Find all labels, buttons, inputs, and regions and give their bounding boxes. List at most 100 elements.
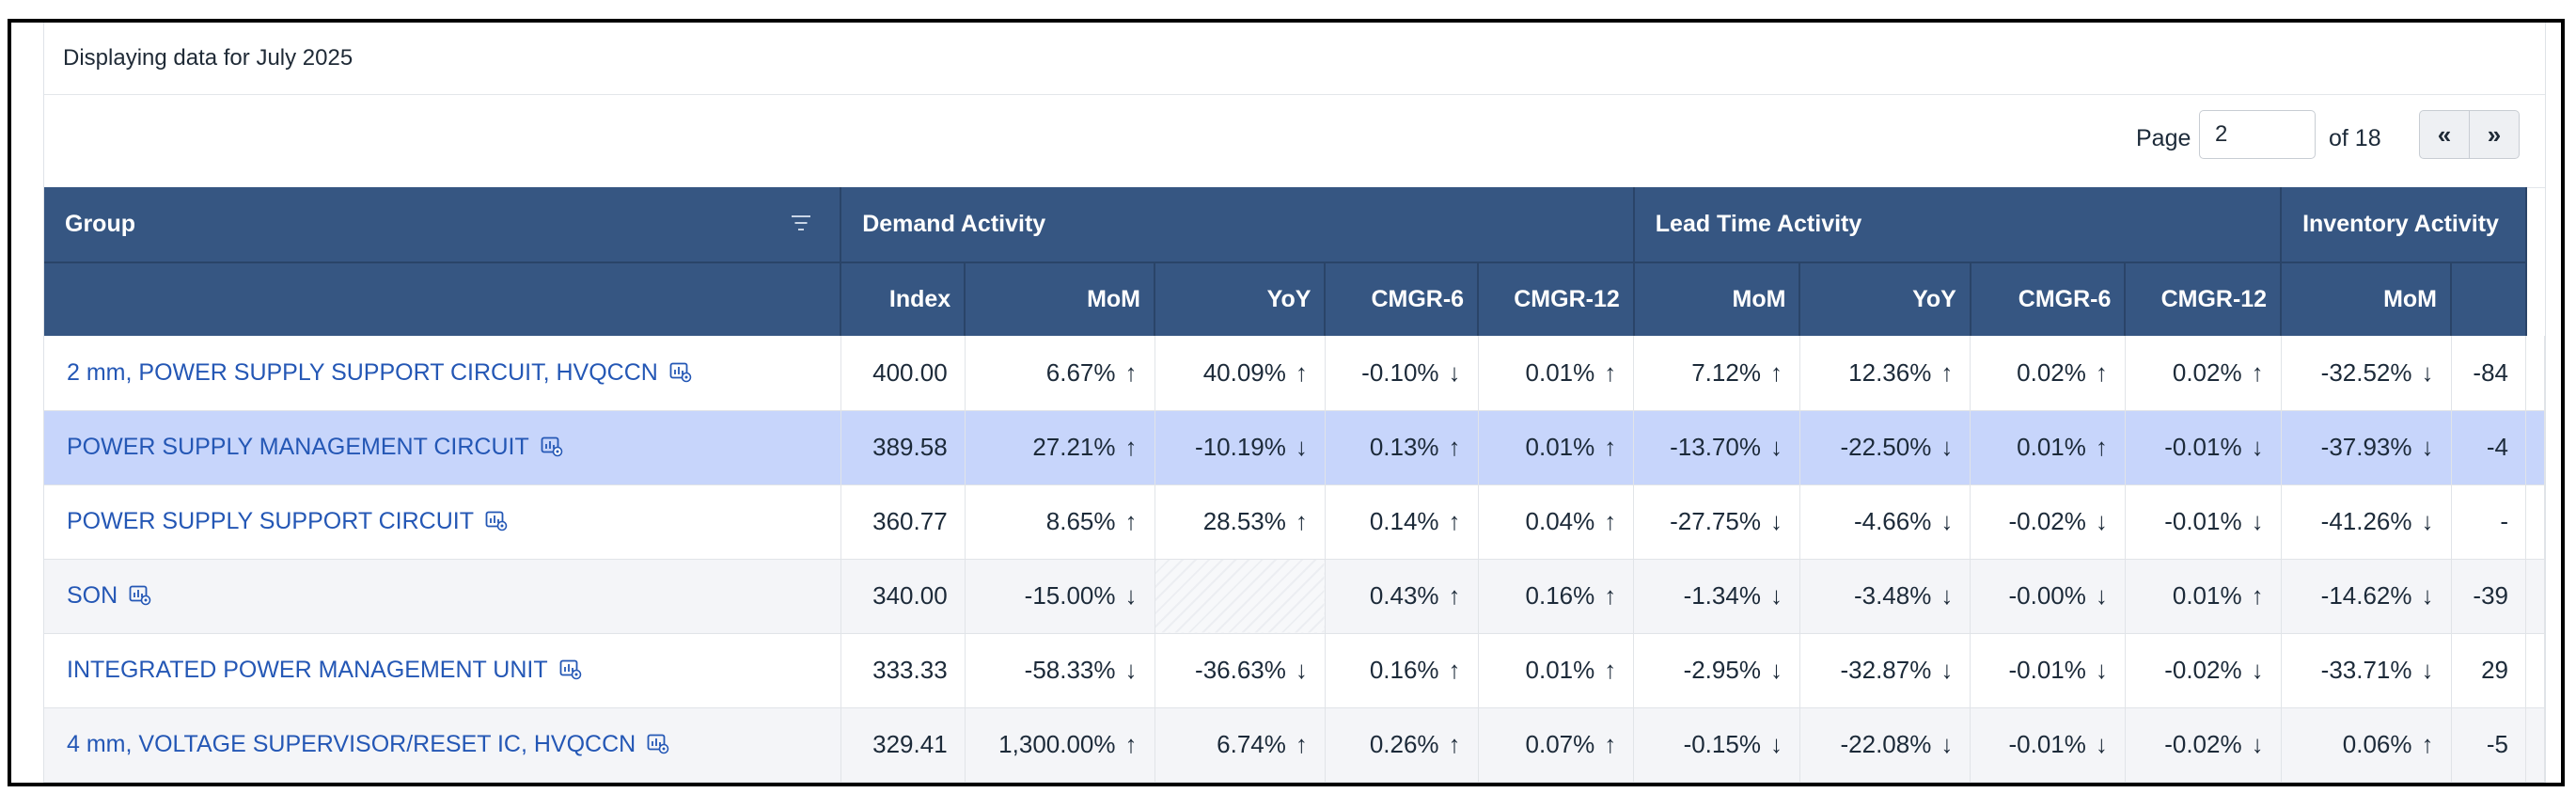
value-cell: 6.74% ↑ xyxy=(1154,707,1326,783)
inventory-activity-header: Inventory Activity xyxy=(2281,187,2527,263)
cell-value: 0.01% xyxy=(1525,357,1595,387)
col-header[interactable] xyxy=(2451,262,2527,336)
chart-settings-icon[interactable] xyxy=(129,585,151,606)
arrow-down-icon: ↓ xyxy=(1940,433,1954,461)
group-column-header[interactable]: Group xyxy=(44,187,842,263)
column-header-row: Index MoM YoY CMGR-6 CMGR-12 MoM YoY CMG… xyxy=(44,262,2545,336)
value-cell: 0.13% ↑ xyxy=(1325,410,1479,485)
cell-value: 0.02% xyxy=(2017,357,2086,387)
cell-value: -10.19% xyxy=(1195,433,1286,461)
chart-settings-icon[interactable] xyxy=(559,659,582,680)
cell-value: -0.15% xyxy=(1683,730,1761,758)
previous-page-button[interactable]: « xyxy=(2419,110,2470,159)
col-header[interactable]: CMGR-6 xyxy=(1970,262,2127,336)
table-row[interactable]: POWER SUPPLY MANAGEMENT CIRCUIT 389.58 27.… xyxy=(44,410,2545,485)
arrow-down-icon: ↓ xyxy=(1940,656,1954,684)
table-row[interactable]: POWER SUPPLY SUPPORT CIRCUIT 360.77 8.65% ↑… xyxy=(44,484,2545,560)
filter-icon[interactable] xyxy=(791,214,811,232)
arrow-up-icon: ↑ xyxy=(1448,507,1461,535)
value-cell: -58.33% ↓ xyxy=(965,633,1155,708)
cell-value: -3.48% xyxy=(1853,581,1932,610)
arrow-up-icon: ↑ xyxy=(1295,357,1308,387)
value-cell: -1.34% ↓ xyxy=(1633,559,1800,634)
group-link[interactable]: 4 mm, VOLTAGE SUPERVISOR/RESET IC, HVQCC… xyxy=(67,731,636,757)
value-cell: - xyxy=(2451,484,2526,560)
arrow-down-icon: ↓ xyxy=(1940,730,1954,758)
value-cell: 360.77 xyxy=(840,484,966,560)
value-cell: 0.01% ↑ xyxy=(1478,633,1635,708)
partial-cell xyxy=(1325,782,1479,783)
arrow-down-icon: ↓ xyxy=(2251,433,2264,461)
chart-settings-icon[interactable] xyxy=(669,362,692,383)
value-cell: -84 xyxy=(2451,336,2526,411)
table-row[interactable]: INTEGRATED POWER MANAGEMENT UNIT 333.33 -5… xyxy=(44,633,2545,708)
cell-value: -0.02% xyxy=(2164,656,2242,684)
col-header[interactable]: Index xyxy=(840,262,966,336)
cell-value: 360.77 xyxy=(872,507,948,535)
col-header[interactable]: MoM xyxy=(1633,262,1801,336)
arrow-down-icon: ↓ xyxy=(1295,433,1308,461)
next-page-button[interactable]: » xyxy=(2469,110,2520,159)
col-header[interactable]: CMGR-6 xyxy=(1325,262,1480,336)
partial-cell xyxy=(2451,782,2526,783)
value-cell: 6.67% ↑ xyxy=(965,336,1155,411)
value-cell: -5 xyxy=(2451,707,2526,783)
partial-cell xyxy=(2525,782,2545,783)
value-cell: -22.50% ↓ xyxy=(1799,410,1971,485)
cell-value: -0.02% xyxy=(2164,730,2242,758)
group-cell: POWER SUPPLY SUPPORT CIRCUIT xyxy=(44,484,841,560)
arrow-down-icon: ↓ xyxy=(1769,433,1783,461)
table-row[interactable]: 4 mm, VOLTAGE SUPERVISOR/RESET IC, HVQCC… xyxy=(44,707,2545,783)
arrow-down-icon: ↓ xyxy=(2251,730,2264,758)
cell-value: -41.26% xyxy=(2320,507,2412,535)
partial-cell xyxy=(1478,782,1635,783)
arrow-up-icon: ↑ xyxy=(1295,507,1308,535)
table-row[interactable]: 2 mm, POWER SUPPLY SUPPORT CIRCUIT, HVQC… xyxy=(44,336,2545,411)
col-header[interactable]: MoM xyxy=(965,262,1155,336)
col-header[interactable]: YoY xyxy=(1799,262,1971,336)
arrow-up-icon: ↑ xyxy=(1604,433,1617,461)
col-header[interactable]: MoM xyxy=(2281,262,2452,336)
cell-value: -22.50% xyxy=(1840,433,1932,461)
group-link[interactable]: SON xyxy=(67,582,118,609)
col-header[interactable]: CMGR-12 xyxy=(2125,262,2283,336)
group-cell: POWER SUPPLY MANAGEMENT CIRCUIT xyxy=(44,410,841,485)
col-header[interactable]: CMGR-12 xyxy=(1478,262,1635,336)
cell-value: -58.33% xyxy=(1024,656,1116,684)
arrow-up-icon: ↑ xyxy=(1448,433,1461,461)
group-link[interactable]: POWER SUPPLY SUPPORT CIRCUIT xyxy=(67,508,474,534)
arrow-down-icon: ↓ xyxy=(1769,730,1783,758)
cell-value: 0.04% xyxy=(1525,507,1595,535)
arrow-down-icon: ↓ xyxy=(1448,357,1461,387)
chart-settings-icon[interactable] xyxy=(647,734,669,754)
group-link[interactable]: POWER SUPPLY MANAGEMENT CIRCUIT xyxy=(67,434,529,460)
value-cell: 0.02% ↑ xyxy=(1970,336,2126,411)
cell-value: 27.21% xyxy=(1032,433,1116,461)
arrow-up-icon: ↑ xyxy=(1604,507,1617,535)
partial-cell xyxy=(1154,782,1326,783)
page-number-input[interactable] xyxy=(2199,110,2316,159)
arrow-down-icon: ↓ xyxy=(1124,581,1138,610)
cell-value: 0.13% xyxy=(1369,433,1439,461)
arrow-down-icon: ↓ xyxy=(1769,581,1783,610)
value-cell: -22.08% ↓ xyxy=(1799,707,1971,783)
col-header[interactable]: YoY xyxy=(1154,262,1327,336)
table-row[interactable]: SON 340.00 -15.00% ↓ 0.43% ↑ 0.16% ↑ -1.34% ↓ -3.4… xyxy=(44,559,2545,634)
group-link[interactable]: INTEGRATED POWER MANAGEMENT UNIT xyxy=(67,657,548,683)
value-cell: 0.01% ↑ xyxy=(2125,559,2282,634)
table-row-partial xyxy=(44,782,2545,783)
cell-value: -32.87% xyxy=(1840,656,1932,684)
value-cell: -4.66% ↓ xyxy=(1799,484,1971,560)
value-cell: 0.04% ↑ xyxy=(1478,484,1635,560)
table-body: 2 mm, POWER SUPPLY SUPPORT CIRCUIT, HVQC… xyxy=(44,336,2545,783)
arrow-down-icon: ↓ xyxy=(1124,656,1138,684)
arrow-up-icon: ↑ xyxy=(1124,507,1138,535)
arrow-down-icon: ↓ xyxy=(1769,656,1783,684)
cell-value: -36.63% xyxy=(1195,656,1286,684)
cell-value: 0.16% xyxy=(1525,581,1595,610)
group-cell: SON xyxy=(44,559,841,634)
chart-settings-icon[interactable] xyxy=(541,436,563,457)
chart-settings-icon[interactable] xyxy=(485,511,508,531)
value-cell: 400.00 xyxy=(840,336,966,411)
group-link[interactable]: 2 mm, POWER SUPPLY SUPPORT CIRCUIT, HVQC… xyxy=(67,358,658,386)
